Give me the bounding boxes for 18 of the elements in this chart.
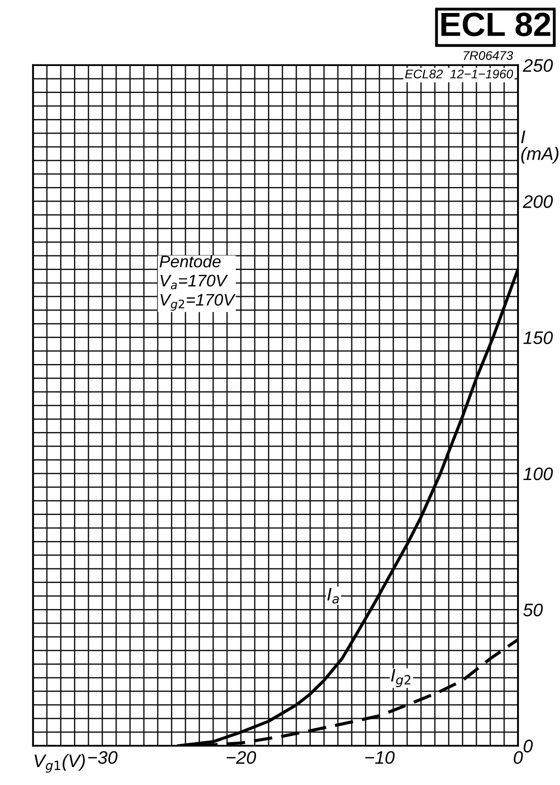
x-tick-label: 0 <box>514 751 523 764</box>
text: 7R06473 <box>464 51 514 60</box>
y-tick-label: 150 <box>523 331 553 344</box>
annotation: ECL82 12−1−1960 <box>405 70 514 78</box>
y-tick-label: 50 <box>523 604 543 616</box>
x-axis-title: V$_{g1}$(V) <box>34 754 85 773</box>
x-tick-label: −20 <box>226 751 256 764</box>
series-label: I$_{a}$ <box>327 588 339 604</box>
y-axis-title: I (mA) <box>521 130 558 164</box>
y-tick-label: 0 <box>524 740 533 752</box>
y-tick-label: 200 <box>522 195 553 208</box>
y-tick-label: 100 <box>523 467 553 480</box>
x-tick-label: −30 <box>88 751 118 764</box>
x-tick-label: −10 <box>365 751 395 764</box>
y-tick-label: 250 <box>522 59 553 72</box>
chart-title: ECL 82 <box>441 12 550 36</box>
annotation: Pentode V$_{a}$=170V V$_{g2}$=170V <box>160 255 236 311</box>
series-label: I$_{g2}$ <box>391 669 410 688</box>
